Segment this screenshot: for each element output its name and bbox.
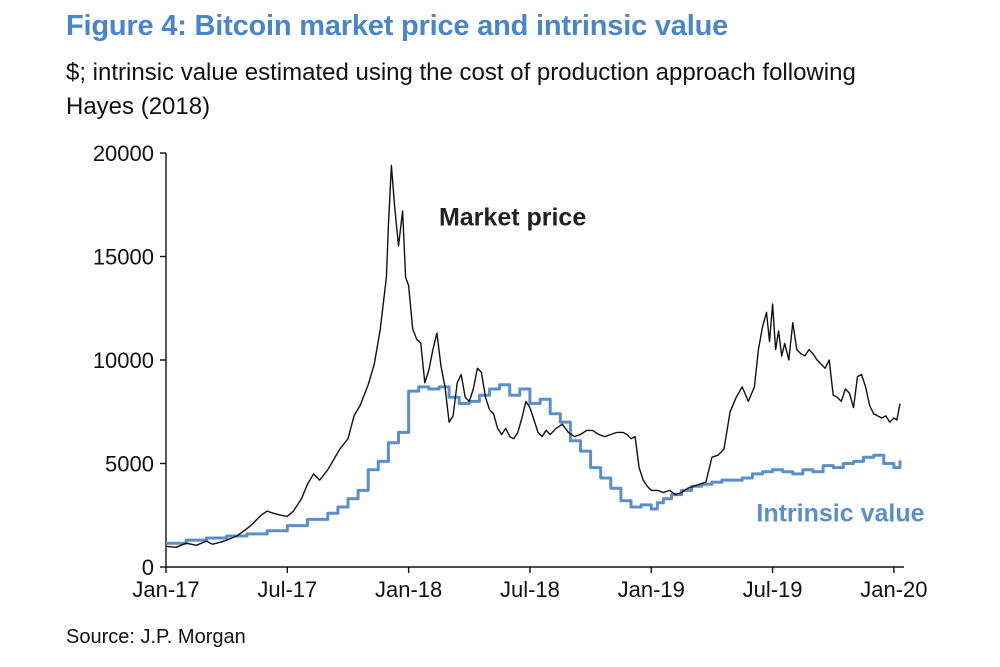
chart-annotations: Market price Intrinsic value: [439, 203, 925, 527]
y-tick-label: 20000: [93, 141, 154, 166]
y-tick-label: 15000: [93, 245, 154, 270]
chart-lines: [165, 164, 902, 548]
x-tick-label: Jul-17: [257, 577, 317, 602]
intrinsic-value-line: [166, 383, 902, 545]
x-tick-label: Jul-18: [500, 577, 560, 602]
y-tick-label: 5000: [105, 452, 154, 477]
source-note: Source: J.P. Morgan: [66, 626, 246, 648]
x-tick-label: Jul-19: [743, 577, 803, 602]
chart-axes: 0 5000 10000 15000 20000 Jan-17 Jul-17 Jan-18 Ju…: [93, 141, 928, 602]
x-tick-label: Jan-20: [860, 577, 927, 602]
x-tick-label: Jan-19: [618, 577, 685, 602]
x-tick-label: Jan-17: [132, 577, 199, 602]
y-tick-label: 10000: [93, 348, 154, 373]
market-price-line: [165, 164, 901, 548]
market-price-label: Market price: [439, 203, 586, 231]
y-tick-label: 0: [142, 555, 154, 580]
chart-subtitle: $; intrinsic value estimated using the c…: [66, 59, 856, 120]
chart-title: Figure 4: Bitcoin market price and intri…: [66, 10, 729, 42]
intrinsic-value-label: Intrinsic value: [756, 499, 924, 527]
x-tick-label: Jan-18: [375, 577, 442, 602]
